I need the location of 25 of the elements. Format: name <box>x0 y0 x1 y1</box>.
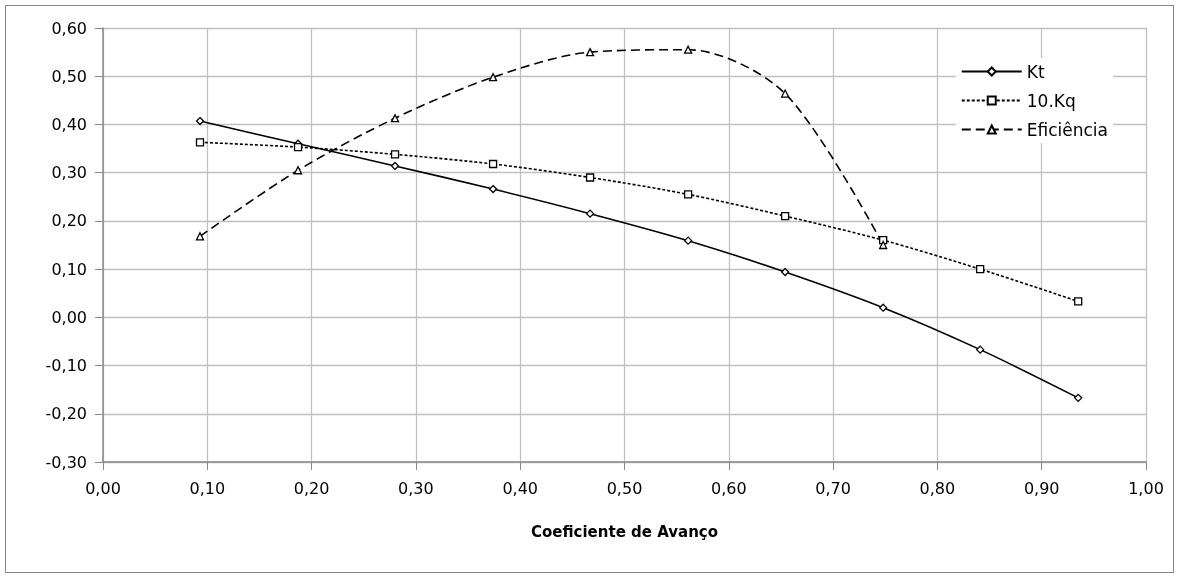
x-tick-label: 0,10 <box>189 478 226 498</box>
y-tick-label: 0,40 <box>51 114 87 134</box>
x-tick-label: 0,90 <box>1023 478 1060 498</box>
legend-label: 10.Kq <box>1026 90 1076 111</box>
y-tick-label: 0,00 <box>51 307 87 327</box>
y-tick-label: -0,10 <box>45 356 87 376</box>
y-tick-label: 0,60 <box>51 18 87 38</box>
y-tick-label: -0,30 <box>45 452 87 472</box>
x-tick-label: 0,00 <box>85 478 121 498</box>
y-tick-label: 0,10 <box>51 259 87 279</box>
y-tick-label: -0,20 <box>45 404 87 424</box>
x-tick-label: 0,60 <box>710 478 747 498</box>
x-tick-label: 0,20 <box>293 478 330 498</box>
x-tick-label: 0,80 <box>919 478 956 498</box>
x-axis-title: Coeficiente de Avanço <box>530 522 719 541</box>
x-tick-label: 0,50 <box>606 478 643 498</box>
x-tick-label: 0,40 <box>502 478 539 498</box>
legend-label: Eficiência <box>1026 119 1109 140</box>
x-tick-label: 0,30 <box>398 478 434 498</box>
legend-label: Kt <box>1026 61 1045 82</box>
y-tick-label: 0,30 <box>51 163 87 183</box>
x-tick-label: 0,70 <box>815 478 851 498</box>
x-tick-label: 1,00 <box>1128 478 1164 498</box>
y-tick-label: 0,50 <box>51 66 87 86</box>
y-tick-label: 0,20 <box>51 211 87 231</box>
